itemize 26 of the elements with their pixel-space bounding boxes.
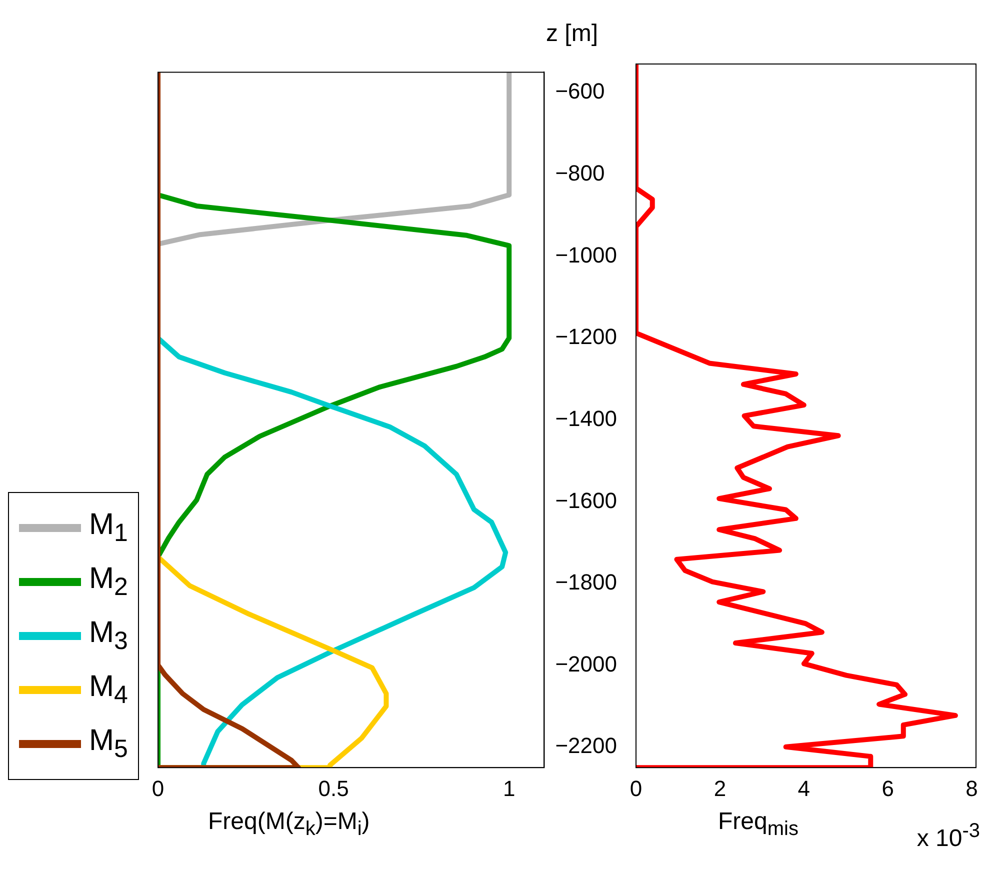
legend-label: M$_{5}$ <box>89 724 128 764</box>
y-tick-label: −600 <box>555 78 605 104</box>
x-tick-label: 0 <box>630 776 642 801</box>
y-tick-label: −1400 <box>555 406 618 431</box>
x-tick-label: 0 <box>152 776 164 801</box>
y-axis-title: z [m] <box>546 20 598 48</box>
legend-label: M$_{2}$ <box>89 562 128 602</box>
x-tick-label: 8 <box>966 776 978 801</box>
x-tick-label: 2 <box>714 776 726 801</box>
x-axis-title: Freq$_{mis}$ <box>718 808 798 841</box>
y-tick-label: −1000 <box>555 242 618 268</box>
x-tick-label: 4 <box>798 776 810 801</box>
legend-label: M$_{1}$ <box>89 508 128 548</box>
x-tick-label: 1 <box>502 776 516 801</box>
y-tick-label: −2200 <box>555 733 618 758</box>
y-tick-label: −2000 <box>555 651 618 676</box>
x-tick-label: 6 <box>882 776 894 801</box>
text: x 10$^{-3}$ <box>916 820 980 853</box>
legend-label: M$_{3}$ <box>89 616 128 656</box>
y-tick-label: −1200 <box>555 324 618 350</box>
x-tick-label: 0.5 <box>318 776 349 801</box>
y-tick-label: −1800 <box>555 570 618 595</box>
x-axis-title: Freq(M(z$_{k}$)=M$_{i}$) <box>208 808 370 841</box>
y-tick-label: −1600 <box>555 488 618 513</box>
y-tick-label: −800 <box>555 160 605 186</box>
legend-label: M$_{4}$ <box>89 670 128 710</box>
